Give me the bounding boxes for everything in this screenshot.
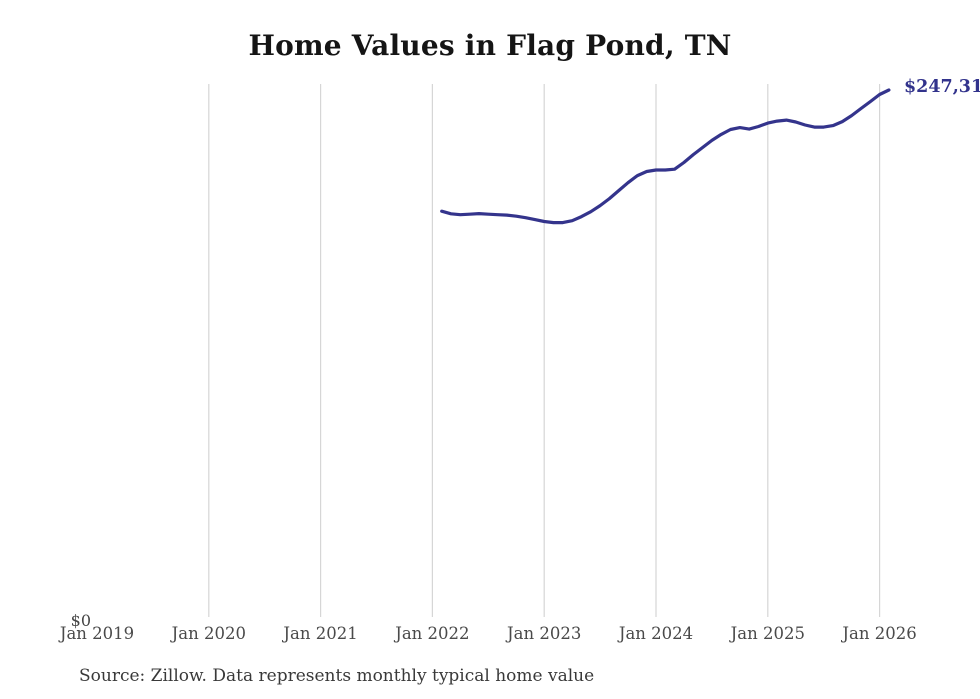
- x-tick-label: Jan 2023: [507, 624, 582, 643]
- chart-title: Home Values in Flag Pond, TN: [248, 29, 732, 62]
- home-value-line: [440, 88, 891, 225]
- source-note: Source: Zillow. Data represents monthly …: [79, 666, 595, 686]
- x-tick-label: Jan 2026: [842, 624, 917, 643]
- x-tick-label: Jan 2024: [618, 624, 694, 643]
- x-tick-label: Jan 2020: [171, 624, 246, 643]
- y-zero-label: $0: [70, 611, 91, 630]
- latest-value-label: $247,314: [904, 77, 980, 97]
- x-tick-label: Jan 2021: [283, 624, 358, 643]
- x-tick-label: Jan 2019: [59, 624, 135, 643]
- gridlines: [208, 84, 881, 617]
- x-tick-label: Jan 2025: [730, 624, 805, 643]
- x-tick-label: Jan 2022: [395, 624, 470, 643]
